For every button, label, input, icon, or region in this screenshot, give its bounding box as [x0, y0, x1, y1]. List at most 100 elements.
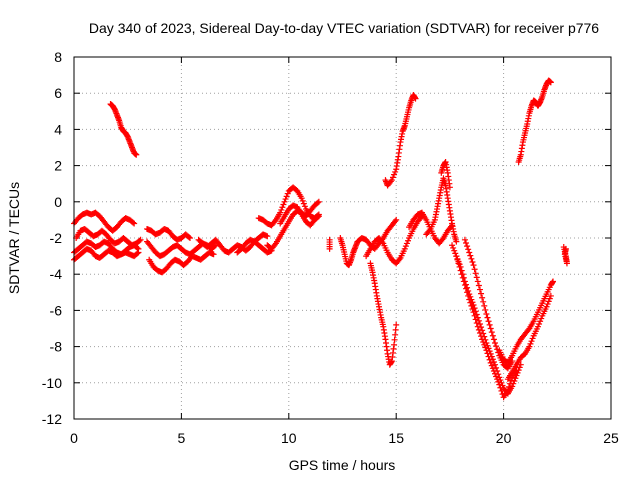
data-point [389, 174, 396, 181]
data-point [453, 238, 460, 245]
data-point [136, 237, 143, 244]
series-sat-e [107, 101, 140, 158]
data-point [481, 341, 488, 348]
data-point [474, 323, 481, 330]
data-point [489, 365, 496, 372]
series-sat-d [71, 209, 138, 234]
x-tick-label: 15 [388, 430, 404, 446]
series-sat-j [234, 236, 275, 256]
data-point [467, 252, 474, 259]
data-points [71, 77, 570, 401]
data-point [484, 350, 491, 357]
data-point [281, 198, 288, 205]
data-point [439, 236, 446, 243]
data-point [504, 387, 511, 394]
data-point [483, 347, 490, 354]
data-point [466, 296, 473, 303]
data-point [479, 294, 486, 301]
data-point [482, 306, 489, 313]
data-point [277, 209, 284, 216]
x-tick-label: 0 [70, 430, 78, 446]
data-point [134, 250, 141, 257]
data-point [391, 171, 398, 178]
x-tick-label: 25 [603, 430, 619, 446]
data-point [210, 251, 217, 258]
y-tick-label: -2 [50, 230, 63, 246]
data-point [186, 235, 193, 241]
data-point [492, 370, 499, 377]
y-tick-label: -6 [50, 302, 63, 318]
data-point [282, 196, 289, 203]
data-point [137, 236, 144, 243]
data-point [547, 79, 554, 86]
data-point [459, 274, 466, 281]
data-point [315, 213, 322, 220]
series-sat-aa [515, 77, 554, 165]
series-sat-ab [560, 244, 570, 267]
y-tick-label: 8 [54, 49, 62, 65]
data-point [463, 285, 470, 292]
data-point [486, 356, 493, 363]
data-point [525, 326, 532, 333]
x-axis-label: GPS time / hours [289, 457, 396, 473]
data-point [465, 246, 472, 253]
data-point [550, 278, 557, 285]
data-point [545, 298, 552, 305]
data-point [494, 376, 501, 383]
data-point [426, 227, 433, 234]
data-point [488, 329, 495, 336]
data-point [405, 237, 412, 244]
data-point [469, 306, 476, 313]
data-point [392, 218, 399, 225]
data-point [480, 298, 487, 305]
y-tick-label: 4 [54, 121, 62, 137]
data-point [135, 249, 142, 256]
data-point [544, 301, 551, 308]
data-point [393, 216, 400, 223]
data-point [458, 271, 465, 278]
data-point [536, 320, 543, 327]
data-point [271, 241, 278, 248]
data-point [455, 260, 462, 267]
data-point [468, 255, 475, 262]
data-point [452, 250, 459, 257]
data-point [450, 244, 457, 251]
data-point [498, 387, 505, 394]
data-point [463, 239, 470, 246]
data-point [489, 332, 496, 339]
data-point [529, 335, 536, 342]
data-point [492, 339, 499, 346]
x-tick-label: 5 [178, 430, 186, 446]
data-point [528, 338, 535, 345]
data-point [185, 234, 192, 241]
data-point [314, 199, 321, 206]
data-point [476, 330, 483, 337]
data-point [300, 200, 307, 207]
data-point [478, 290, 485, 297]
data-point [457, 267, 464, 274]
data-point [485, 318, 492, 325]
data-point [392, 168, 399, 175]
y-tick-label: -4 [50, 266, 63, 282]
data-point [493, 373, 500, 380]
data-point [271, 218, 278, 225]
data-point [487, 325, 494, 332]
y-axis-label: SDTVAR / TECUs [6, 182, 22, 294]
data-point [490, 336, 497, 343]
data-point [527, 340, 534, 347]
data-point [473, 274, 480, 281]
data-point [134, 244, 141, 251]
series-sat-u [438, 158, 453, 191]
data-point [507, 380, 514, 387]
data-point [481, 302, 488, 309]
data-point [475, 282, 482, 289]
data-point [537, 318, 544, 325]
data-point [483, 311, 490, 318]
data-point [508, 377, 515, 384]
data-point [387, 178, 394, 185]
data-point [488, 362, 495, 369]
data-point [211, 243, 218, 250]
data-point [456, 263, 463, 270]
y-tick-label: -10 [42, 375, 62, 391]
